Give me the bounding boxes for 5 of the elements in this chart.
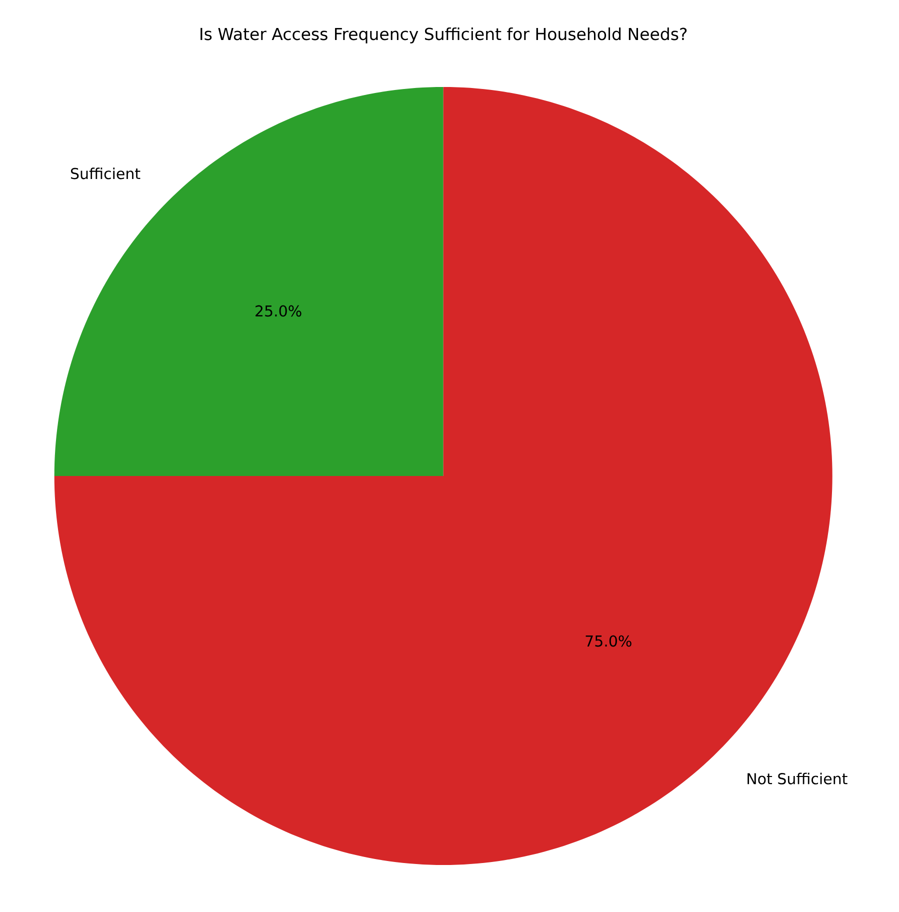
- data-label: 75.0%: [586, 635, 632, 647]
- chart-title: Is Water Access Frequency Sufficient for Household Needs?: [200, 27, 686, 44]
- slice-label: Sufficient: [70, 168, 140, 180]
- data-label: 25.0%: [255, 305, 302, 317]
- slice-label: Not Sufficient: [747, 772, 848, 784]
